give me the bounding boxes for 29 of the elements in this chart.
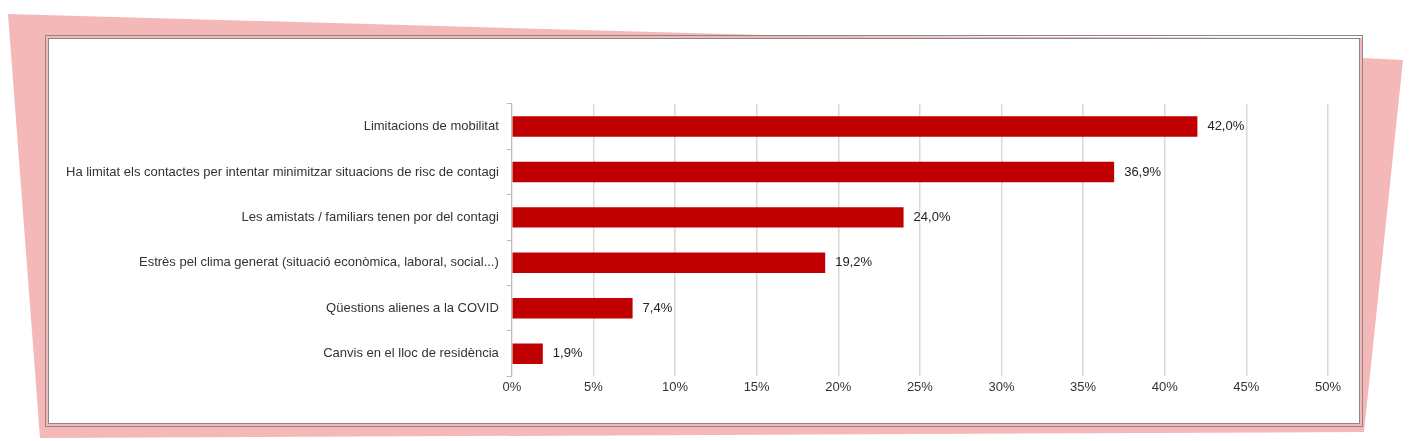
x-tick-label: 0% bbox=[502, 378, 522, 394]
x-tick-label: 5% bbox=[584, 378, 604, 394]
data-label: 42,0% bbox=[1207, 118, 1245, 134]
data-label: 36,9% bbox=[1124, 163, 1162, 179]
bar bbox=[512, 252, 826, 274]
y-tick-label: Les amistats / familiars tenen por del contagi bbox=[241, 208, 499, 224]
data-label: 24,0% bbox=[913, 208, 951, 224]
bar bbox=[512, 343, 543, 364]
bar bbox=[512, 298, 633, 319]
x-tick-label: 30% bbox=[988, 378, 1015, 394]
x-tick-label: 15% bbox=[743, 378, 771, 394]
data-label: 1,9% bbox=[552, 345, 583, 361]
x-tick-label: 25% bbox=[906, 378, 934, 394]
x-tick-label: 40% bbox=[1151, 378, 1179, 394]
y-tick-label: Qüestions alienes a la COVID bbox=[326, 299, 499, 315]
y-tick-label: Limitacions de mobilitat bbox=[363, 118, 500, 134]
data-label: 19,2% bbox=[835, 254, 873, 270]
y-tick-label: Canvis en el lloc de residència bbox=[323, 345, 500, 361]
bar bbox=[512, 207, 904, 228]
bar bbox=[512, 161, 1115, 183]
x-tick-label: 20% bbox=[825, 378, 852, 394]
bar bbox=[512, 116, 1198, 137]
x-tick-label: 45% bbox=[1233, 378, 1260, 394]
x-tick-label: 50% bbox=[1314, 378, 1342, 394]
data-label: 7,4% bbox=[642, 299, 673, 315]
x-tick-label: 10% bbox=[662, 378, 689, 394]
y-tick-label: Ha limitat els contactes per intentar minimitzar situacions de risc de contagi bbox=[66, 163, 499, 179]
x-tick-label: 35% bbox=[1070, 378, 1097, 394]
y-tick-label: Estrès pel clima generat (situació econòmica, laboral, social...) bbox=[138, 254, 499, 270]
